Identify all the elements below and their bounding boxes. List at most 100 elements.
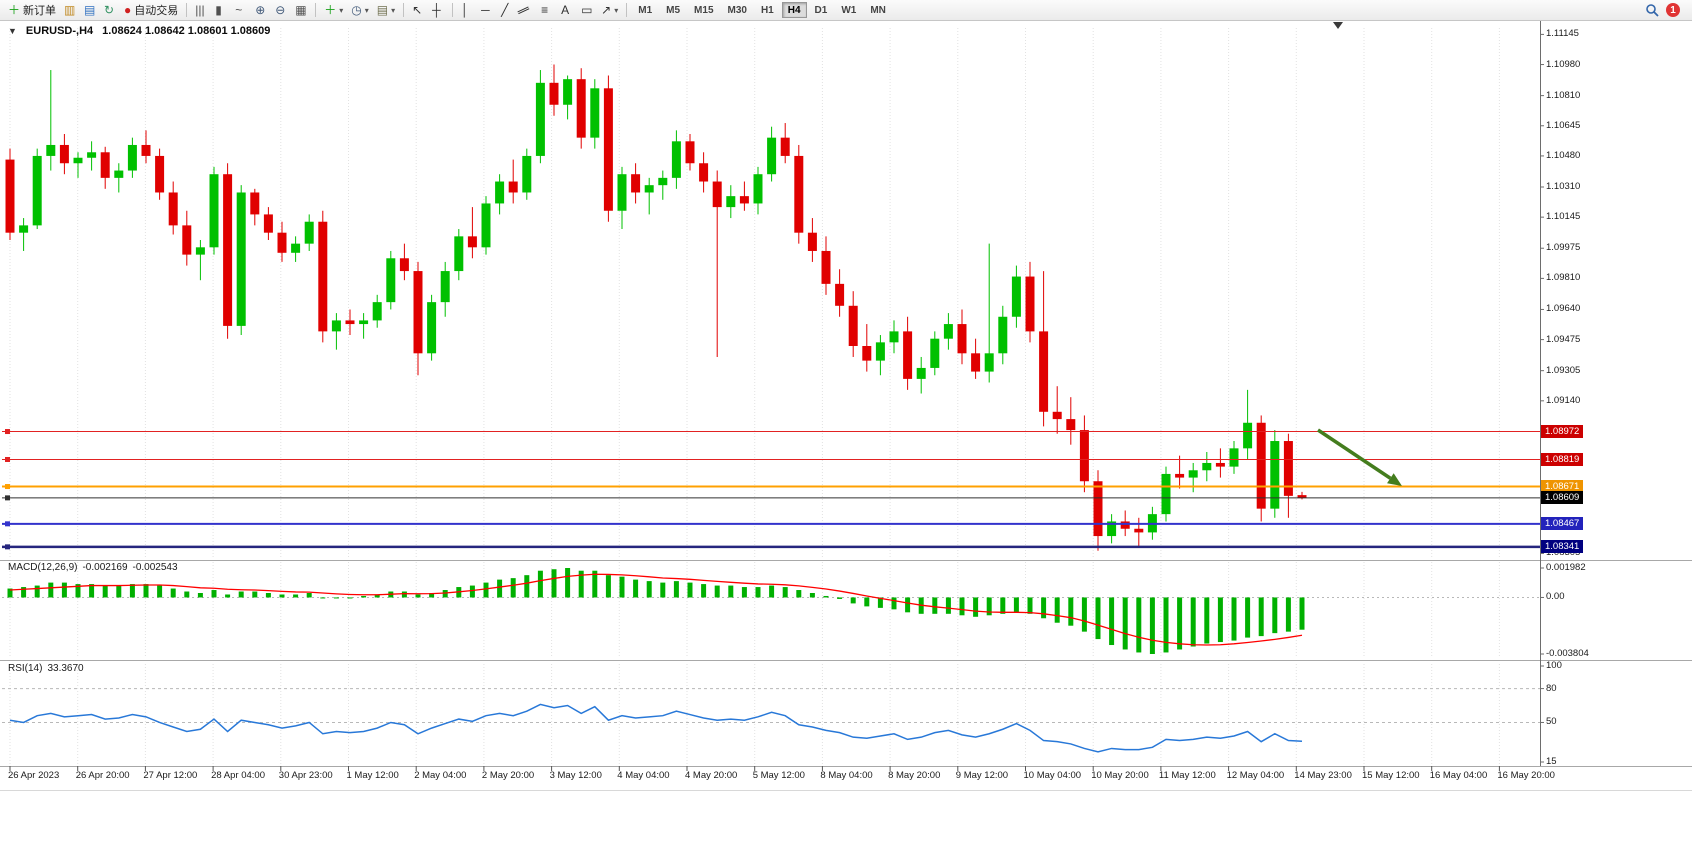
ohlc-values: 1.08624 1.08642 1.08601 1.08609 xyxy=(102,25,271,37)
price-tick-label: 1.10810 xyxy=(1546,89,1581,101)
time-tick-label: 15 May 12:00 xyxy=(1362,770,1420,781)
tile-windows-icon: ▦ xyxy=(295,3,307,17)
line-chart-type-button[interactable]: ~ xyxy=(231,1,251,19)
time-tick-label: 8 May 20:00 xyxy=(888,770,941,781)
text-button[interactable]: A xyxy=(557,1,577,19)
price-tick-label: 1.10145 xyxy=(1546,211,1581,223)
time-tick-label: 11 May 12:00 xyxy=(1158,770,1216,781)
equidistant-channel-button[interactable]: ∥ xyxy=(517,1,537,19)
time-tick-label: 28 Apr 04:00 xyxy=(211,770,265,781)
one-click-trading-toggle-icon[interactable]: ▼ xyxy=(8,26,17,36)
time-tick-label: 16 May 20:00 xyxy=(1497,770,1555,781)
rsi-indicator-label: RSI(14) 33.3670 xyxy=(8,663,84,674)
periods-button[interactable]: ◷ ▾ xyxy=(347,1,373,19)
zoom-in-icon: ⊕ xyxy=(255,3,266,17)
time-tick-label: 5 May 12:00 xyxy=(752,770,805,781)
trendline-button[interactable]: ╱ xyxy=(497,1,517,19)
zoom-in-button[interactable]: ⊕ xyxy=(251,1,271,19)
horizontal-line-button[interactable]: ─ xyxy=(477,1,497,19)
toolbar-separator xyxy=(403,3,405,17)
indicators-dropdown-icon[interactable]: ▾ xyxy=(339,5,344,15)
zoom-out-button[interactable]: ⊖ xyxy=(271,1,291,19)
time-tick-label: 16 May 04:00 xyxy=(1429,770,1488,781)
equidistant-channel-icon: ∥ xyxy=(516,4,532,16)
tile-windows-button[interactable]: ▦ xyxy=(291,1,311,19)
price-tick-label: 1.09975 xyxy=(1546,242,1581,254)
price-badge-1.08467: 1.08467 xyxy=(1541,517,1584,531)
time-tick-label: 12 May 04:00 xyxy=(1226,770,1285,781)
timeframe-h4[interactable]: H4 xyxy=(781,2,807,18)
macd-name: MACD(12,26,9) xyxy=(8,562,78,573)
vertical-line-button[interactable]: │ xyxy=(457,1,477,19)
price-tick-label: 1.09640 xyxy=(1546,303,1581,315)
templates-icon: ▤ xyxy=(376,3,389,17)
market-watch-button[interactable]: ▤ xyxy=(80,1,100,19)
timeframe-group: M1 M5 M15 M30 H1 H4 D1 W1 MN xyxy=(631,2,893,18)
bar-chart-type-icon: ||| xyxy=(195,3,205,17)
toolbar-separator xyxy=(626,3,628,17)
arrows-button[interactable]: ↗ ▾ xyxy=(597,1,622,19)
price-tick-label: 1.09140 xyxy=(1546,394,1581,406)
templates-dropdown-icon[interactable]: ▾ xyxy=(391,5,396,15)
time-tick-label: 26 Apr 2023 xyxy=(8,770,60,781)
timeframe-m5[interactable]: M5 xyxy=(660,2,686,18)
search-icon[interactable] xyxy=(1645,3,1659,17)
cursor-button[interactable]: ↖ xyxy=(408,1,428,19)
vertical-line-icon: │ xyxy=(461,3,469,17)
timeframe-h1[interactable]: H1 xyxy=(755,2,780,18)
price-tick-label: 1.11145 xyxy=(1546,28,1579,40)
timeframe-m1[interactable]: M1 xyxy=(632,2,658,18)
timeframe-mn[interactable]: MN xyxy=(864,2,892,18)
charts-window-button[interactable]: ▥ xyxy=(60,1,80,19)
auto-trading-icon: ● xyxy=(124,3,132,17)
timeframe-d1[interactable]: D1 xyxy=(809,2,834,18)
time-tick-label: 9 May 12:00 xyxy=(955,770,1009,781)
navigator-button[interactable]: ↻ xyxy=(100,1,120,19)
time-tick-label: 3 May 12:00 xyxy=(549,770,602,781)
periods-dropdown-icon[interactable]: ▾ xyxy=(364,5,369,15)
toolbar-separator xyxy=(186,3,188,17)
candle-chart-type-icon: ▮ xyxy=(215,3,222,17)
toolbar-right-group: 1 xyxy=(1645,3,1692,17)
price-axis[interactable]: 1.11145 1.10980 1.10810 1.10645 1.10480 1.103… xyxy=(1540,20,1692,767)
price-tick-label: 1.09475 xyxy=(1546,333,1581,345)
notifications-badge[interactable]: 1 xyxy=(1666,3,1680,17)
periods-icon: ◷ xyxy=(351,3,362,17)
arrows-icon: ↗ xyxy=(601,3,612,17)
label-button[interactable]: ▭ xyxy=(577,1,597,19)
bar-chart-type-button[interactable]: ||| xyxy=(191,1,211,19)
macd-tick-label: -0.003804 xyxy=(1546,648,1589,659)
fibonacci-button[interactable]: ≡ xyxy=(537,1,557,19)
price-badge-1.08972: 1.08972 xyxy=(1541,425,1584,439)
crosshair-button[interactable]: ┼ xyxy=(428,1,448,19)
time-tick-label: 10 May 20:00 xyxy=(1091,770,1149,781)
zoom-out-icon: ⊖ xyxy=(275,3,286,17)
rsi-tick-label: 80 xyxy=(1546,682,1557,694)
timeframe-w1[interactable]: W1 xyxy=(835,2,862,18)
fibonacci-icon: ≡ xyxy=(541,3,549,17)
time-tick-label: 1 May 12:00 xyxy=(346,770,399,781)
time-tick-label: 2 May 20:00 xyxy=(481,770,535,781)
time-tick-label: 4 May 20:00 xyxy=(685,770,738,781)
rsi-name: RSI(14) xyxy=(8,663,43,674)
time-tick-label: 10 May 04:00 xyxy=(1023,770,1082,781)
time-axis[interactable]: 26 Apr 2023 26 Apr 20:00 27 Apr 12:00 28 Ap… xyxy=(0,766,1692,792)
timeframe-m15[interactable]: M15 xyxy=(688,2,719,18)
auto-trading-button[interactable]: ● 自动交易 xyxy=(120,1,182,19)
timeframe-m30[interactable]: M30 xyxy=(722,2,753,18)
crosshair-icon: ┼ xyxy=(432,3,441,17)
rsi-value: 33.3670 xyxy=(47,663,84,674)
macd-tick-label: 0.00 xyxy=(1546,591,1565,603)
toolbar-buttons-group: ＋新订单 ▥ ▤ ↻ ● 自动交易 ||| ▮ ~ ⊕ ⊖ ▦ ＋ ▾ ◷ ▾ ▤ ▾ ↖ ┼ │ ─ ╱ ∥ ≡ A ▭ ↗ ▾ xyxy=(4,0,631,20)
rsi-tick-label: 50 xyxy=(1546,716,1557,728)
chart-plot-area[interactable] xyxy=(0,20,1540,766)
price-tick-label: 1.09810 xyxy=(1546,272,1581,284)
charts-window-icon: ▥ xyxy=(64,3,76,17)
price-tick-label: 1.10980 xyxy=(1546,58,1581,70)
new-order-button[interactable]: ＋新订单 xyxy=(4,1,60,19)
indicators-button[interactable]: ＋ ▾ xyxy=(320,1,347,19)
candle-chart-type-button[interactable]: ▮ xyxy=(211,1,231,19)
price-tick-label: 1.09305 xyxy=(1546,364,1581,376)
templates-button[interactable]: ▤ ▾ xyxy=(373,1,399,19)
arrows-dropdown-icon[interactable]: ▾ xyxy=(614,5,619,15)
